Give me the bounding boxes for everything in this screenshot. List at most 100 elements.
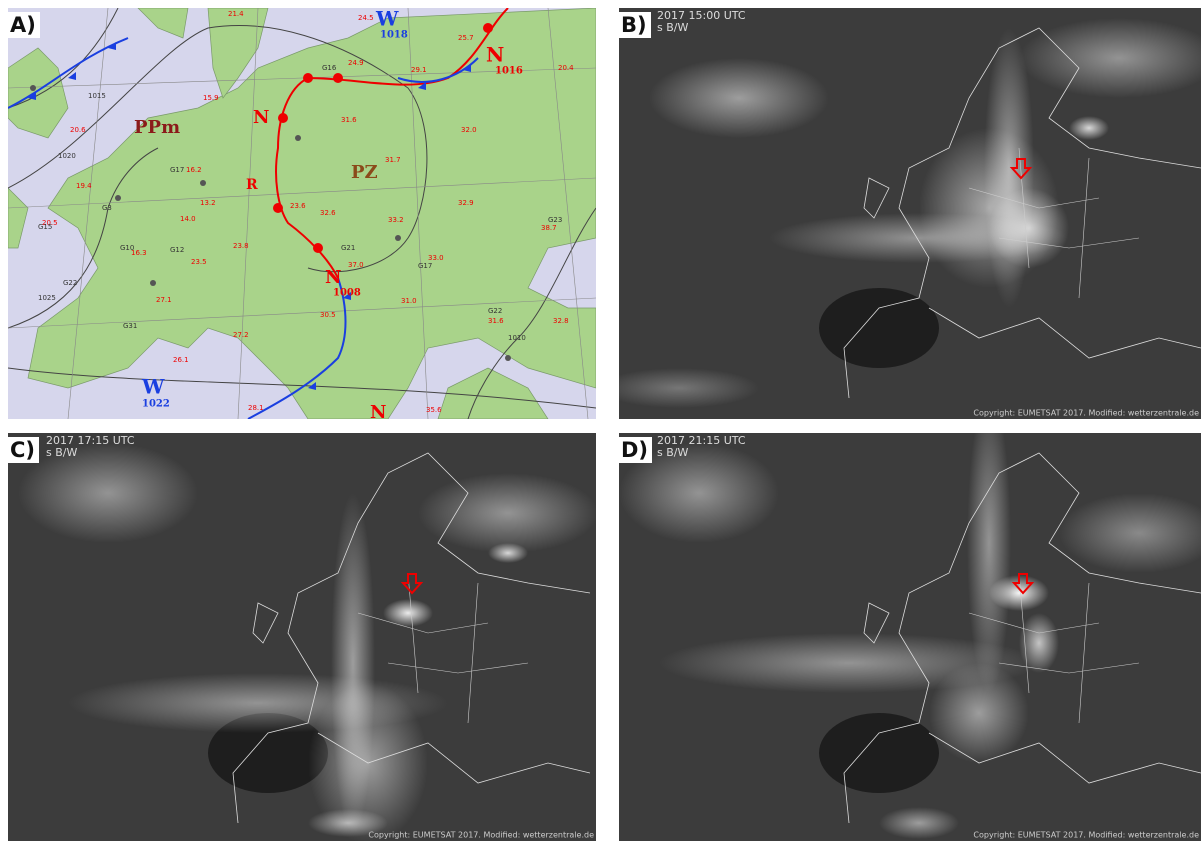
station-id: G15 [38,223,52,231]
temperature-label: 31.6 [488,317,504,325]
pressure-system-label: W [375,8,399,31]
map-shape [483,23,493,33]
temperature-label: 21.4 [228,10,244,18]
temperature-label: 23.8 [233,242,249,250]
channel: s B/W [46,446,77,459]
temperature-label: 30.5 [320,311,336,319]
figure: {"panels":[ {"label":"A)","systems":["W"… [0,0,1201,841]
temperature-label: 37.0 [348,261,364,269]
panel-label: C) [8,437,39,463]
temperature-label: 31.0 [401,297,417,305]
panel-label: B) [619,12,651,38]
map-shape [395,235,401,241]
temperature-label: 31.6 [341,116,357,124]
cloud [929,663,1029,763]
station-id: G22 [488,307,502,315]
satellite-svg: 2017 15:00 UTCs B/WCopyright: EUMETSAT 2… [619,8,1201,419]
temperature-label: 38.7 [541,224,557,232]
pressure-system-label: R [246,177,258,193]
station-id: G17 [170,166,184,174]
temperature-label: 20.6 [70,126,86,134]
map-shape [333,73,343,83]
map-shape [278,113,288,123]
cloud [418,473,596,553]
temperature-label: 31.7 [385,156,401,164]
pressure-system-label: N [370,402,386,419]
pressure-system-label: 1018 [380,30,408,41]
temperature-label: 32.0 [461,126,477,134]
station-id: G22 [63,279,77,287]
station-id: G21 [341,244,355,252]
station-id: G12 [170,246,184,254]
cloud [1069,116,1109,140]
temperature-label: 20.4 [558,64,574,72]
isobar-label: 1025 [38,294,56,302]
map-shape [303,73,313,83]
pressure-system-label: W [141,375,165,399]
pressure-system-label: 1022 [142,399,170,410]
temperature-label: 25.7 [458,34,474,42]
temperature-label: 14.0 [180,215,196,223]
station-id: G23 [548,216,562,224]
temperature-label: 35.6 [426,406,442,414]
station-id: G16 [322,64,337,72]
isobar-label: 1010 [508,334,526,342]
channel: s B/W [657,446,688,459]
temperature-label: 15.9 [203,94,219,102]
pressure-system-label: N [253,107,269,128]
dry-area [819,288,939,368]
station-id: G31 [123,322,137,330]
map-shape [200,180,206,186]
synoptic-map: W1018N1016NN1008W1022NPPmPZR101510201025… [8,8,596,419]
panel-label: D) [619,437,652,463]
pressure-system-label: N [325,267,341,288]
channel: s B/W [657,21,688,34]
cloud [879,807,959,839]
isobar-label: 1020 [58,152,76,160]
map-shape [313,243,323,253]
temperature-label: 16.2 [186,166,202,174]
isobar-label: 1015 [88,92,106,100]
temperature-label: 23.5 [191,258,207,266]
temperature-label: 23.6 [290,202,306,210]
copyright: Copyright: EUMETSAT 2017. Modified: wett… [973,831,1199,840]
station-id: G17 [418,262,432,270]
temperature-label: 29.1 [411,66,427,74]
temperature-label: 33.0 [428,254,444,262]
cloud [331,493,375,833]
temperature-label: 33.2 [388,216,404,224]
copyright: Copyright: EUMETSAT 2017. Modified: wett… [368,831,594,840]
map-shape [273,203,283,213]
pressure-system-label: N [486,43,504,67]
temperature-label: 32.8 [553,317,569,325]
temperature-label: 24.5 [358,14,374,22]
pressure-system-label: PPm [134,117,180,138]
temperature-label: 26.1 [173,356,189,364]
dry-area [819,713,939,793]
temperature-label: 27.1 [156,296,172,304]
cloud [383,599,433,627]
temperature-label: 24.9 [348,59,364,67]
pressure-system-label: PZ [351,162,378,183]
map-shape [295,135,301,141]
station-id: G10 [120,244,134,252]
map-shape [115,195,121,201]
copyright: Copyright: EUMETSAT 2017. Modified: wett… [973,409,1199,418]
temperature-label: 27.2 [233,331,249,339]
cloud [488,543,528,563]
cloud [649,58,829,138]
map-shape [150,280,156,286]
temperature-label: 32.9 [458,199,474,207]
temperature-label: 32.6 [320,209,336,217]
station-id: G3 [102,204,112,212]
cloud [18,443,198,543]
temperature-label: 28.1 [248,404,264,412]
map-shape [30,85,36,91]
satellite-image: 2017 21:15 UTCs B/WCopyright: EUMETSAT 2… [619,433,1201,841]
panel-label: A) [8,12,40,38]
